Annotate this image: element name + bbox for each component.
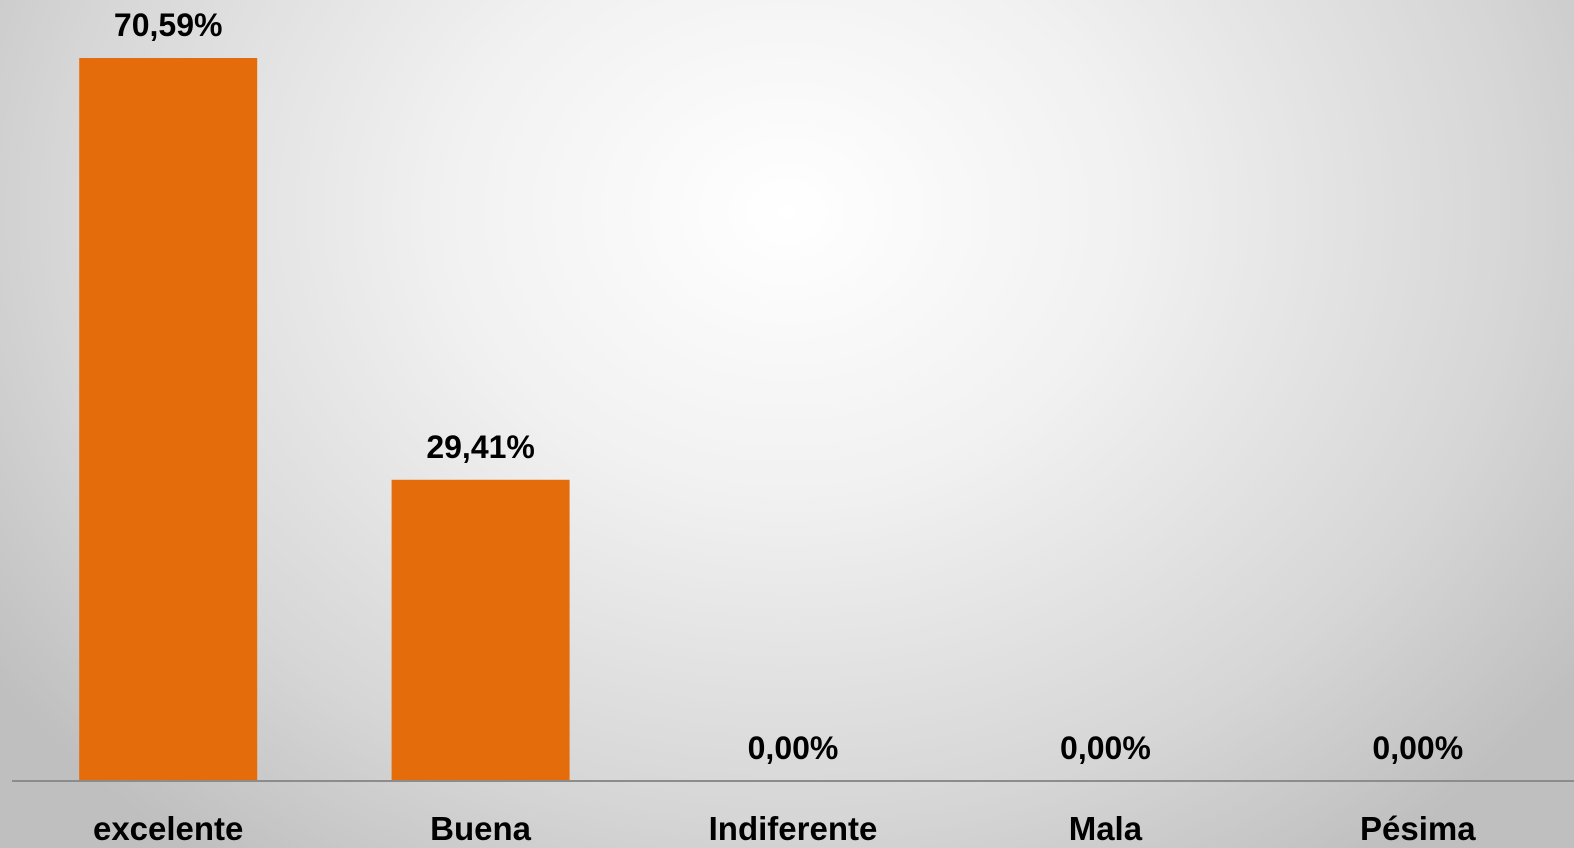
category-label-3: Mala (1069, 810, 1143, 847)
bar-0 (79, 58, 258, 781)
data-label-4: 0,00% (1372, 730, 1463, 766)
bar-1 (391, 479, 570, 781)
category-label-1: Buena (430, 810, 532, 847)
category-label-4: Pésima (1360, 810, 1476, 847)
data-label-2: 0,00% (748, 730, 839, 766)
bars-layer (79, 58, 570, 781)
category-label-2: Indiferente (709, 810, 878, 847)
data-label-0: 70,59% (114, 7, 223, 43)
category-label-0: excelente (93, 810, 243, 847)
data-label-3: 0,00% (1060, 730, 1151, 766)
data-label-1: 29,41% (426, 429, 535, 465)
data-labels-layer: 70,59% 29,41% 0,00% 0,00% 0,00% (114, 7, 1463, 766)
category-labels-layer: excelente Buena Indiferente Mala Pésima (93, 810, 1476, 847)
